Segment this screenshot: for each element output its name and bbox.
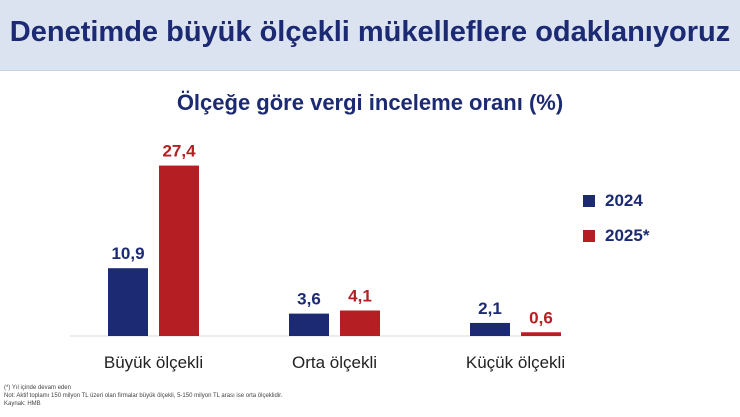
bar-2024-0 [108, 268, 148, 336]
data-label-2025-1: 4,1 [348, 286, 372, 305]
footnote-definition: Not: Aktif toplamı 150 milyon TL üzeri o… [4, 393, 283, 399]
chart-legend: 2024 2025* [583, 188, 649, 258]
footnote-source: Kaynak: HMB [4, 401, 41, 407]
chart-title: Ölçeğe göre vergi inceleme oranı (%) [176, 90, 564, 115]
bar-2025-2 [521, 332, 561, 336]
data-label-2025-2: 0,6 [529, 308, 553, 327]
data-label-2024-1: 3,6 [297, 290, 321, 309]
page-title: Denetimde büyük ölçekli mükelleflere oda… [9, 16, 731, 48]
legend-swatch-2024 [583, 195, 595, 207]
category-label-0: Büyük ölçekli [104, 353, 203, 372]
bar-2025-0 [159, 165, 199, 336]
data-label-2024-2: 2,1 [478, 299, 502, 318]
bar-2024-2 [470, 322, 510, 336]
data-label-2025-0: 27,4 [162, 142, 196, 161]
category-label-2: Küçük ölçekli [466, 353, 565, 372]
header-bar: Denetimde büyük ölçekli mükelleflere oda… [0, 0, 740, 71]
legend-item-2024: 2024 [583, 188, 649, 214]
footnote-ongoing: (*) Yıl içinde devam eden [4, 385, 71, 391]
legend-swatch-2025 [583, 230, 595, 242]
footnotes: (*) Yıl içinde devam eden Not: Aktif top… [4, 384, 282, 408]
legend-label-2025: 2025* [605, 226, 650, 245]
category-label-1: Orta ölçekli [292, 353, 377, 372]
bar-2025-1 [340, 310, 380, 336]
legend-item-2025: 2025* [583, 223, 649, 249]
data-label-2024-0: 10,9 [111, 244, 144, 263]
bar-2024-1 [289, 313, 329, 336]
legend-label-2024: 2024 [605, 191, 643, 210]
